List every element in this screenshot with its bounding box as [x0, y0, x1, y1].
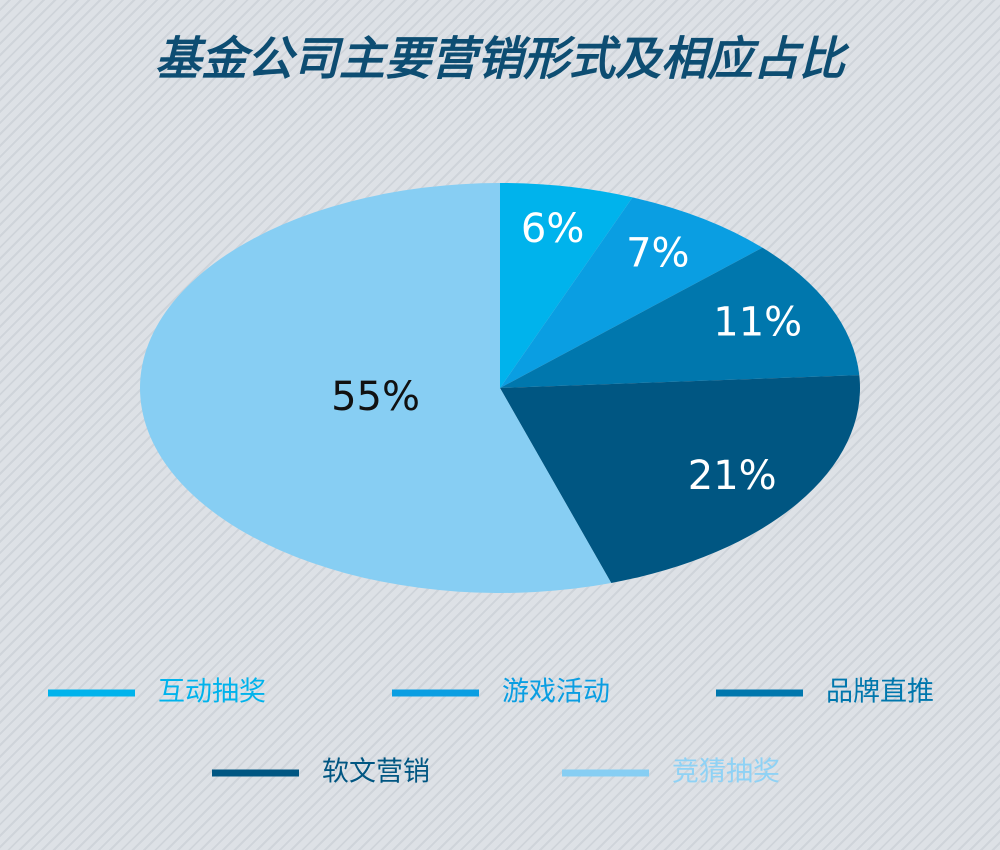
pie-slice: [500, 197, 763, 388]
value-label: 6%: [521, 206, 584, 252]
value-label: 7%: [626, 231, 689, 277]
pie-slice: [140, 183, 612, 593]
value-label: 11%: [713, 299, 802, 345]
pie-slice: [500, 375, 860, 583]
value-label: 21%: [688, 453, 777, 499]
legend-label: 竞猜抽奖: [672, 757, 780, 788]
legend-label: 软文营销: [322, 757, 430, 788]
legend-label: 游戏活动: [502, 677, 610, 708]
pie-slice: [500, 183, 633, 388]
value-label: 55%: [331, 374, 420, 420]
chart-title: 基金公司主要营销形式及相应占比: [155, 32, 850, 86]
legend-label: 品牌直推: [826, 677, 934, 708]
pie-slice: [500, 247, 860, 388]
legend-label: 互动抽奖: [158, 677, 266, 708]
